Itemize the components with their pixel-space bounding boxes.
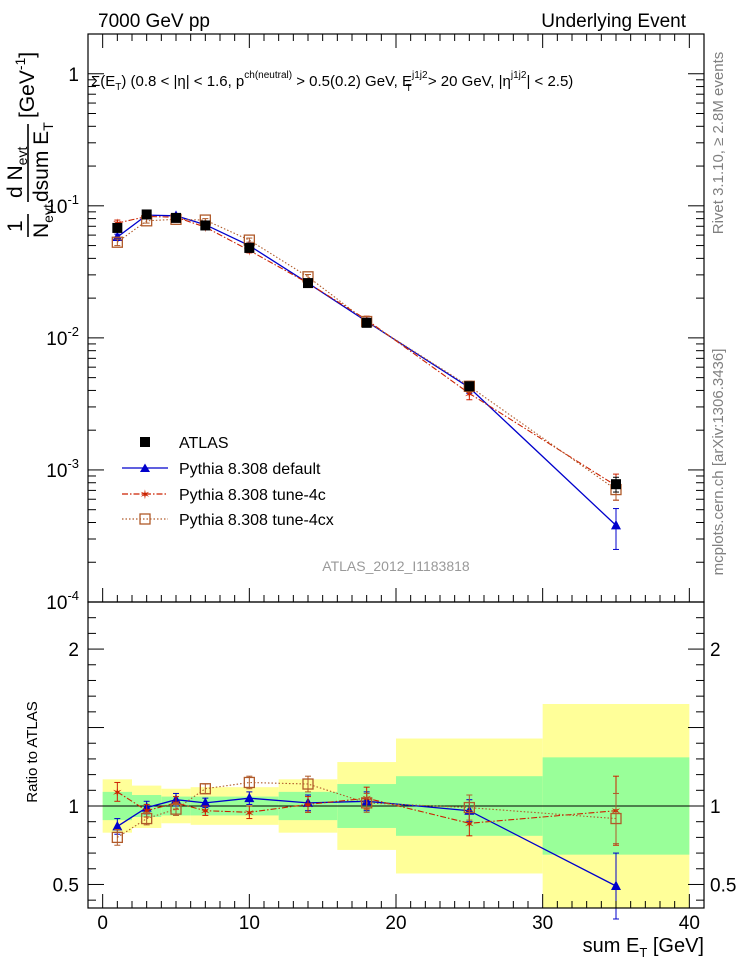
ratio-point-tune4cx xyxy=(610,812,622,825)
ratio-point-default xyxy=(200,797,211,807)
main-point-data xyxy=(112,222,123,233)
mcplots-label: mcplots.cern.ch [arXiv:1306.3436] xyxy=(710,349,727,576)
ratio-point-tune4c: ✶ xyxy=(244,806,255,821)
ratio-series-tune4cx xyxy=(111,775,622,846)
ratio-axes-layer: 0.5 0.51 12 20 10 20 30 40 xyxy=(53,601,736,934)
ratio-bands-layer xyxy=(88,704,704,908)
ratio-point-default xyxy=(112,820,123,831)
ratio-point-tune4cx xyxy=(302,778,314,790)
main-point-data xyxy=(200,220,211,231)
ratio-point-tune4c: ✶ xyxy=(200,805,211,820)
ratio-point-default xyxy=(611,880,621,891)
ratio-point-tune4c: ✶ xyxy=(303,798,314,813)
ratio-ytick-label-right: 2 xyxy=(710,640,721,661)
ratio-point-tune4cx xyxy=(243,776,255,789)
legend-entry-default: Pythia 8.308 default xyxy=(122,461,321,478)
legend-marker-tune4c: ✶ xyxy=(140,488,151,503)
main-point-tune4cx xyxy=(111,236,123,248)
main-point-data xyxy=(171,212,181,223)
svg-text:dsum ET: dsum ET xyxy=(30,122,56,202)
svg-text:[GeV-1]: [GeV-1] xyxy=(12,52,39,118)
main-series-layer: ✶✶✶✶✶✶✶✶✶ xyxy=(111,209,622,550)
main-series-tune4cx xyxy=(111,213,622,501)
xtick-label: 40 xyxy=(679,913,700,934)
ratio-point-tune4cx xyxy=(141,812,153,825)
ratio-point-default xyxy=(244,792,255,803)
legend-label-tune4c: Pythia 8.308 tune-4c xyxy=(179,487,326,504)
main-point-data xyxy=(464,381,475,392)
legend-marker-default xyxy=(140,463,150,472)
legend-entry-atlas: ATLAS xyxy=(140,435,229,452)
svg-text:Nevt: Nevt xyxy=(30,204,56,238)
main-point-data xyxy=(361,317,372,328)
legend-label-default: Pythia 8.308 default xyxy=(179,461,321,478)
main-ytick-label: 10-3 xyxy=(46,456,79,482)
xtick-label: 10 xyxy=(239,913,260,934)
main-ytick-label: 10-1 xyxy=(46,192,79,218)
header-left: 7000 GeV pp xyxy=(98,11,210,32)
main-series-data xyxy=(112,209,621,493)
main-point-default xyxy=(611,519,621,530)
ratio-ytick-label-left: 2 xyxy=(68,640,79,661)
ratio-point-tune4cx xyxy=(199,783,211,795)
ratio-ytick-label-left: 0.5 xyxy=(53,875,79,896)
ratio-series-layer: ✶✶✶✶✶✶✶✶✶ xyxy=(111,775,622,920)
ratio-ylabel: Ratio to ATLAS xyxy=(24,701,41,802)
legend-marker-tune4cx xyxy=(139,513,151,525)
ratio-ytick-label-right: 1 xyxy=(710,797,721,818)
ratio-point-tune4cx xyxy=(111,831,123,844)
main-line-tune4cx xyxy=(116,218,617,491)
legend-label-atlas: ATLAS xyxy=(179,435,229,452)
main-line-default xyxy=(116,214,617,526)
xtick-label: 30 xyxy=(532,913,553,934)
xtick-label: 20 xyxy=(385,913,406,934)
rivet-label: Rivet 3.1.10, ≥ 2.8M events xyxy=(710,52,727,235)
ratio-ytick-label-left: 1 xyxy=(68,797,79,818)
legend-entry-tune4cx: Pythia 8.308 tune-4cx xyxy=(122,512,334,529)
ratio-point-tune4c: ✶ xyxy=(464,817,475,832)
main-series-tune4c: ✶✶✶✶✶✶✶✶✶ xyxy=(112,211,621,501)
main-ytick-label: 10-4 xyxy=(46,588,79,614)
main-point-data xyxy=(141,209,152,220)
main-point-data xyxy=(303,278,313,289)
legend-marker-atlas xyxy=(140,437,150,447)
ratio-ytick-label-right: 0.5 xyxy=(710,875,736,896)
ratio-point-tune4cx xyxy=(170,803,182,815)
ratio-point-tune4cx xyxy=(361,797,373,809)
legend: ATLAS Pythia 8.308 default ✶ Pythia 8.30… xyxy=(122,435,334,529)
main-axes-layer: 1 10-1 10-2 10-3 10-4 xyxy=(46,33,705,614)
header-right: Underlying Event xyxy=(541,11,686,32)
ratio-point-tune4cx xyxy=(463,801,475,814)
xtick-label: 0 xyxy=(97,913,108,934)
main-point-data xyxy=(611,479,621,490)
main-point-data xyxy=(244,242,255,253)
xlabel: sum ET [GeV] xyxy=(583,935,704,960)
legend-entry-tune4c: ✶ Pythia 8.308 tune-4c xyxy=(122,487,326,504)
chart-title: Σ(ET) (0.8 < |η| < 1.6, pch(neutral) > 0… xyxy=(91,70,573,94)
svg-text:1: 1 xyxy=(4,220,27,232)
main-point-tune4c: ✶ xyxy=(464,387,475,402)
analysis-watermark: ATLAS_2012_I1183818 xyxy=(322,558,470,574)
svg-text:d Nevt: d Nevt xyxy=(4,147,30,198)
main-ylabel: 1 Nevt d Nevt dsum ET [GeV-1] xyxy=(4,52,56,238)
ratio-point-tune4c: ✶ xyxy=(112,786,123,801)
main-ytick-label: 10-2 xyxy=(46,324,79,350)
main-ytick-label: 1 xyxy=(68,65,79,86)
legend-label-tune4cx: Pythia 8.308 tune-4cx xyxy=(179,512,334,529)
